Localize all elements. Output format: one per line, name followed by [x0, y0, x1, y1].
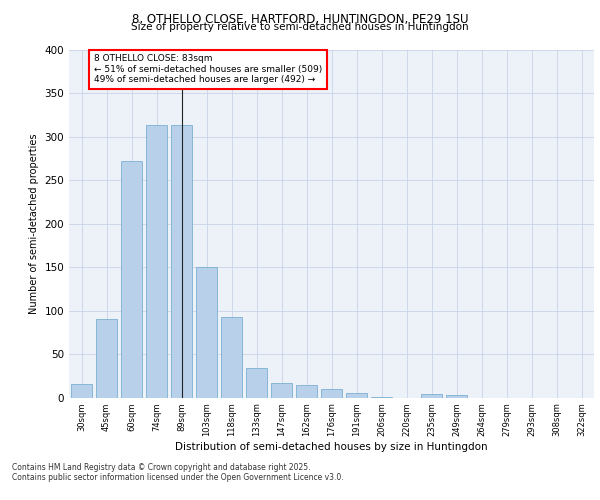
Bar	[121, 161, 142, 398]
Text: 8, OTHELLO CLOSE, HARTFORD, HUNTINGDON, PE29 1SU: 8, OTHELLO CLOSE, HARTFORD, HUNTINGDON, …	[132, 12, 468, 26]
Bar	[246, 368, 267, 398]
Bar	[446, 395, 467, 398]
Bar	[321, 389, 342, 398]
Bar	[196, 267, 217, 398]
Bar	[371, 396, 392, 398]
Bar	[146, 124, 167, 398]
Bar	[96, 320, 117, 398]
Text: Contains HM Land Registry data © Crown copyright and database right 2025.: Contains HM Land Registry data © Crown c…	[12, 462, 311, 471]
Bar	[271, 382, 292, 398]
Text: 8 OTHELLO CLOSE: 83sqm
← 51% of semi-detached houses are smaller (509)
49% of se: 8 OTHELLO CLOSE: 83sqm ← 51% of semi-det…	[94, 54, 322, 84]
Bar	[421, 394, 442, 398]
Y-axis label: Number of semi-detached properties: Number of semi-detached properties	[29, 134, 39, 314]
Bar	[346, 393, 367, 398]
Bar	[296, 386, 317, 398]
X-axis label: Distribution of semi-detached houses by size in Huntingdon: Distribution of semi-detached houses by …	[175, 442, 488, 452]
Text: Size of property relative to semi-detached houses in Huntingdon: Size of property relative to semi-detach…	[131, 22, 469, 32]
Bar	[71, 384, 92, 398]
Bar	[171, 124, 192, 398]
Text: Contains public sector information licensed under the Open Government Licence v3: Contains public sector information licen…	[12, 472, 344, 482]
Bar	[221, 316, 242, 398]
